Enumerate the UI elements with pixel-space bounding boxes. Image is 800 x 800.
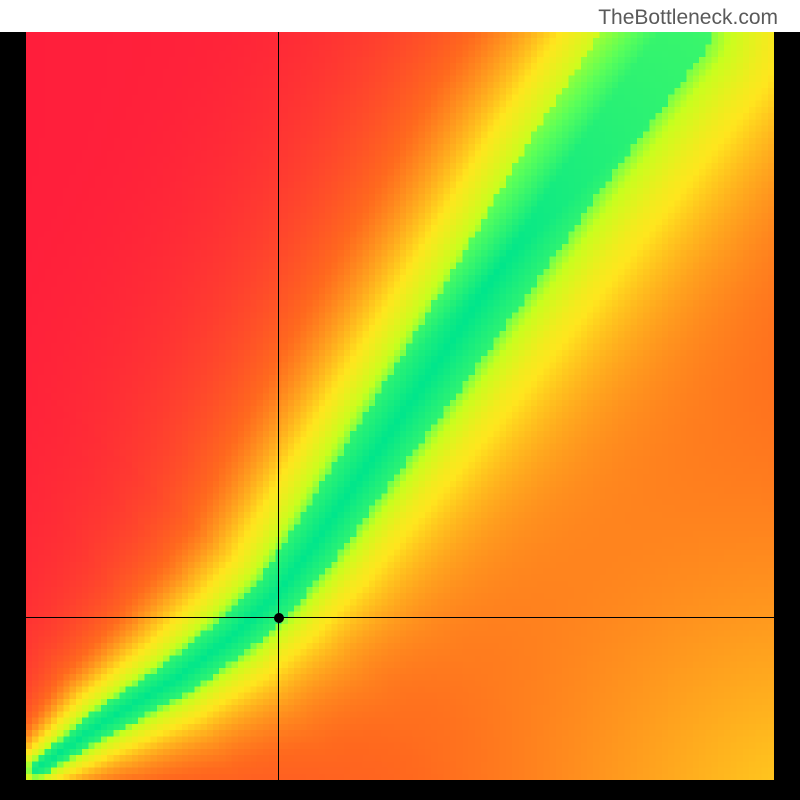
- heatmap-canvas: [26, 32, 774, 780]
- marker-dot: [274, 613, 284, 623]
- crosshair-vertical: [278, 32, 279, 780]
- watermark-text: TheBottleneck.com: [598, 6, 778, 30]
- crosshair-horizontal: [26, 617, 774, 618]
- chart-container: TheBottleneck.com: [0, 0, 800, 800]
